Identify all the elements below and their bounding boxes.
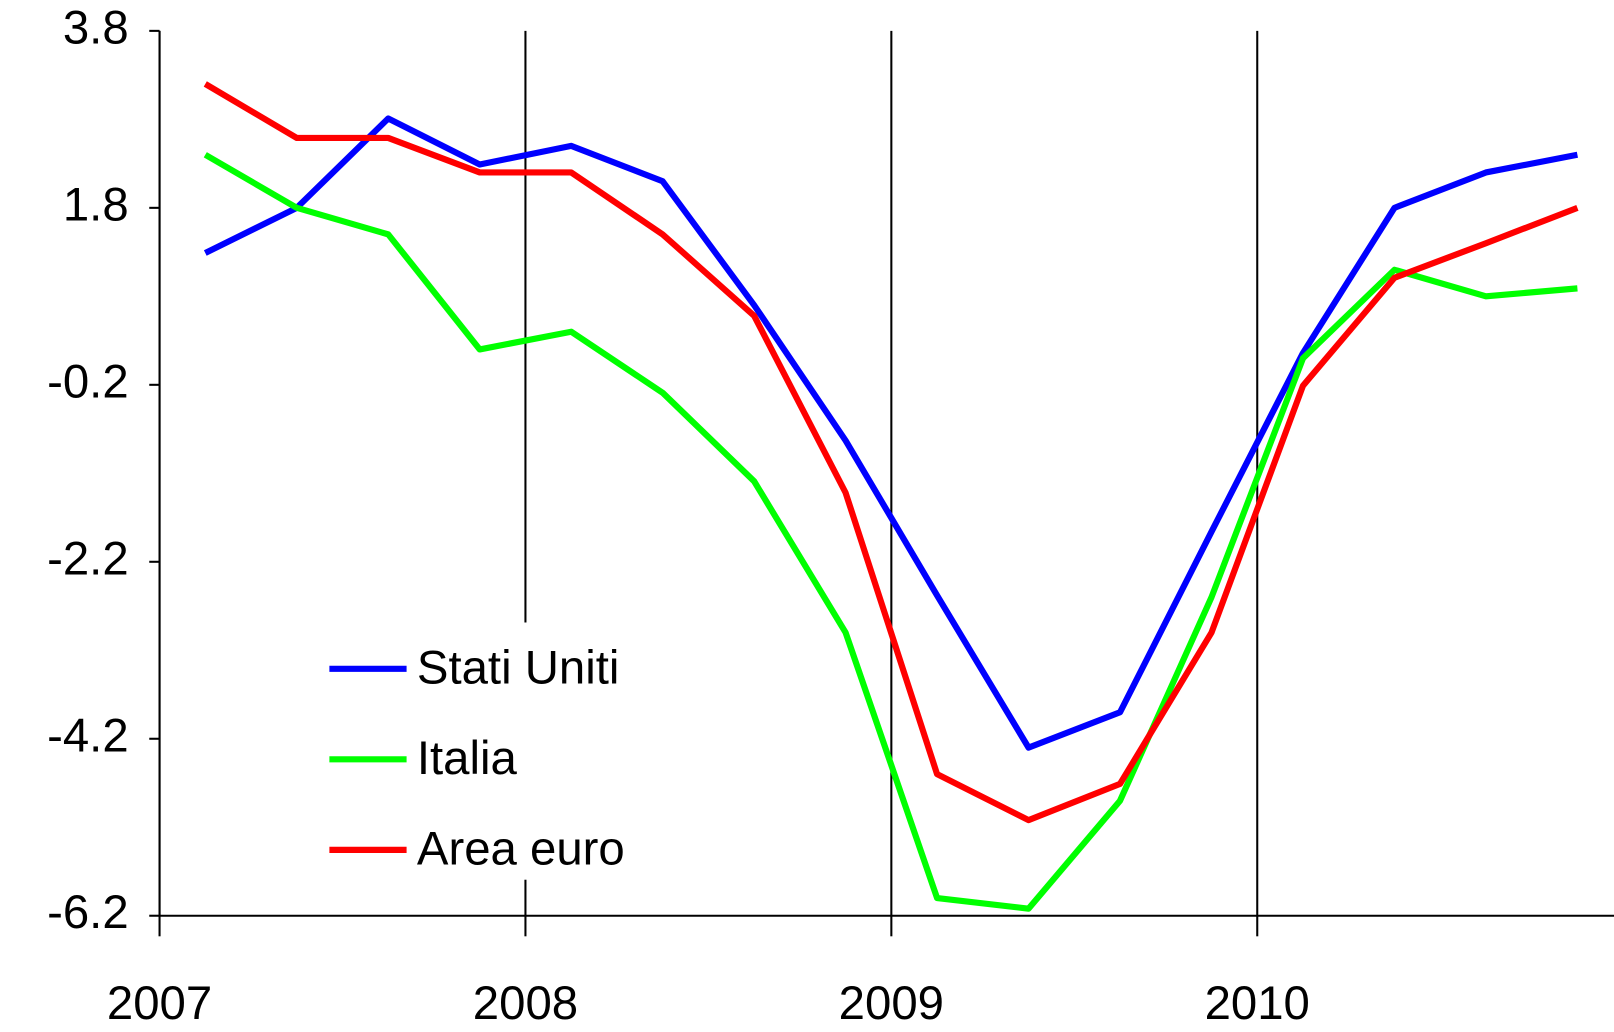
x-tick-label: 2007 [107,977,212,1030]
y-tick-label: 1.8 [63,178,129,231]
y-tick-label: -2.2 [47,532,129,585]
series-line [203,115,1578,751]
legend-label: Stati Uniti [417,641,620,694]
legend-box [308,622,675,880]
legend-label: Italia [417,732,518,785]
legend-label: Area euro [417,822,625,875]
y-tick-label: -0.2 [47,355,129,408]
series-line [203,152,1578,912]
x-tick-label: 2010 [1205,977,1310,1030]
axes: 3.8 1.8 -0.2 -2.2 -4.2 -6.2 2007 2008 2009 2010 [47,1,1614,1030]
legend: Stati Uniti Italia Area euro [308,622,675,880]
x-tick-label: 2008 [473,977,578,1030]
plot-lines [203,81,1579,912]
x-tick-label: 2009 [839,977,944,1030]
y-tick-label: 3.8 [63,1,129,54]
y-tick-label: -4.2 [47,709,129,762]
y-tick-label: -6.2 [47,886,129,939]
series-line [203,81,1579,824]
